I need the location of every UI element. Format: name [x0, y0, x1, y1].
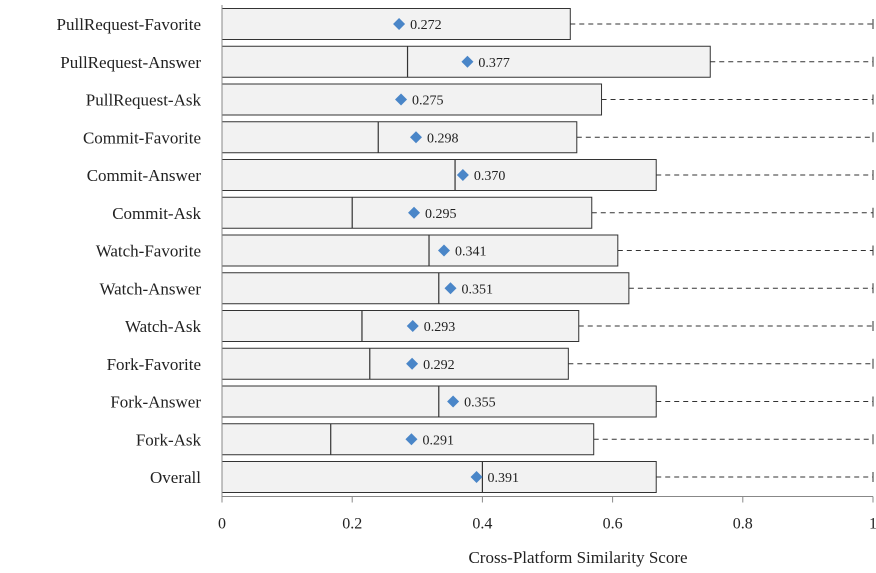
- category-label: Watch-Favorite: [96, 242, 201, 261]
- box-row: Fork-Answer 0.355: [110, 385, 874, 418]
- mean-label: 0.391: [488, 471, 520, 486]
- category-label: PullRequest-Favorite: [57, 15, 201, 34]
- category-label: Commit-Favorite: [83, 128, 201, 147]
- box-iqr: [221, 347, 569, 380]
- category-label: Overall: [150, 468, 201, 487]
- box-iqr: [221, 461, 657, 493]
- mean-label: 0.377: [478, 56, 510, 71]
- box-row: Watch-Answer 0.351: [99, 272, 874, 305]
- box-row: PullRequest-Favorite 0.272: [57, 8, 874, 40]
- category-label: Commit-Ask: [112, 204, 201, 223]
- x-axis: 0 0.2 0.4 0.6 0.8 1: [218, 5, 876, 533]
- mean-marker: [406, 357, 419, 370]
- x-tick-label: 0.6: [603, 516, 623, 533]
- x-tick-label: 0.2: [342, 516, 362, 533]
- x-tick-label: 0.4: [472, 516, 492, 533]
- mean-label: 0.275: [412, 94, 444, 109]
- box-iqr: [221, 159, 657, 191]
- plot-area: PullRequest-Favorite 0.272 PullRequest-Ans…: [57, 8, 874, 493]
- box-row: PullRequest-Ask 0.275: [86, 83, 874, 116]
- mean-label: 0.272: [410, 18, 442, 33]
- mean-marker: [444, 282, 457, 295]
- category-label: Fork-Answer: [110, 393, 201, 412]
- mean-label: 0.355: [464, 396, 496, 411]
- mean-marker: [405, 433, 418, 446]
- box-iqr: [221, 272, 630, 305]
- mean-marker: [409, 131, 422, 144]
- mean-label: 0.291: [422, 433, 454, 448]
- box-row: Commit-Ask 0.295: [112, 196, 874, 229]
- box-row: Watch-Ask 0.293: [125, 310, 874, 342]
- mean-label: 0.298: [427, 131, 459, 146]
- box-iqr: [221, 310, 580, 342]
- category-label: PullRequest-Answer: [60, 53, 201, 72]
- x-tick-label: 0.8: [733, 516, 753, 533]
- mean-label: 0.370: [474, 169, 506, 184]
- mean-label: 0.293: [424, 320, 456, 335]
- box-iqr: [221, 121, 578, 154]
- mean-label: 0.351: [462, 282, 494, 297]
- category-label: Fork-Favorite: [107, 355, 201, 374]
- box-row: Commit-Favorite 0.298: [83, 121, 874, 154]
- x-axis-title: Cross-Platform Similarity Score: [468, 548, 687, 567]
- category-label: Fork-Ask: [136, 430, 202, 449]
- box-row: Fork-Favorite 0.292: [107, 347, 874, 380]
- mean-marker: [395, 93, 408, 106]
- box-row: Watch-Favorite 0.341: [96, 234, 874, 267]
- mean-marker: [470, 471, 483, 483]
- category-label: Commit-Answer: [87, 166, 202, 185]
- mean-marker: [447, 395, 460, 408]
- category-label: Watch-Answer: [99, 279, 201, 298]
- box-iqr: [221, 196, 593, 229]
- mean-label: 0.292: [423, 358, 455, 373]
- category-label: Watch-Ask: [125, 317, 202, 336]
- mean-marker: [437, 244, 450, 257]
- box-row: Overall 0.391: [150, 461, 874, 493]
- mean-label: 0.295: [425, 207, 457, 222]
- x-tick-label: 0: [218, 516, 226, 533]
- mean-marker: [456, 169, 469, 181]
- box-row: PullRequest-Answer 0.377: [60, 45, 874, 78]
- x-tick-label: 1: [869, 516, 876, 533]
- mean-marker: [406, 320, 419, 332]
- box-iqr: [221, 8, 571, 40]
- box-iqr: [221, 234, 619, 267]
- box-row: Fork-Ask 0.291: [136, 423, 874, 456]
- mean-marker: [408, 206, 421, 219]
- mean-label: 0.341: [455, 245, 487, 260]
- mean-marker: [461, 55, 474, 68]
- box-row: Commit-Answer 0.370: [87, 159, 874, 191]
- category-label: PullRequest-Ask: [86, 91, 202, 110]
- mean-marker: [393, 18, 406, 30]
